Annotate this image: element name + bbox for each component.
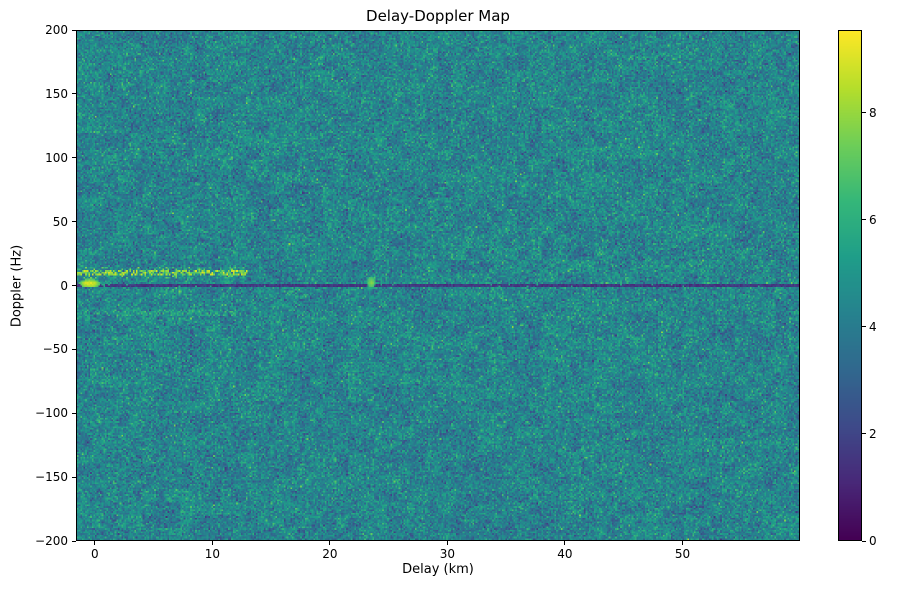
colorbar-tick-mark xyxy=(862,433,866,435)
y-tick-label: −50 xyxy=(42,342,68,357)
x-tick-label: 10 xyxy=(204,547,220,561)
y-tick-label: 0 xyxy=(60,278,68,293)
x-tick-label: 0 xyxy=(90,547,99,561)
colorbar-tick-label: 2 xyxy=(869,426,877,441)
x-tick-mark xyxy=(564,541,566,545)
x-axis-label: Delay (km) xyxy=(402,562,474,577)
x-tick-label: 30 xyxy=(439,547,456,561)
y-tick-label: 150 xyxy=(45,86,68,101)
y-tick-mark xyxy=(72,93,76,95)
heatmap-plot-area xyxy=(76,30,800,541)
y-tick-label: −100 xyxy=(35,406,68,421)
x-tick-mark xyxy=(94,541,96,545)
colorbar-tick-mark xyxy=(862,112,866,114)
colorbar-tick-label: 6 xyxy=(869,212,877,227)
y-tick-label: −200 xyxy=(35,534,68,548)
colorbar-canvas xyxy=(839,31,861,540)
y-tick-mark xyxy=(72,29,76,31)
y-tick-mark xyxy=(72,221,76,223)
y-tick-label: 100 xyxy=(45,150,68,165)
heatmap-canvas xyxy=(77,31,799,540)
y-tick-label: −150 xyxy=(35,470,68,485)
colorbar-tick-label: 4 xyxy=(869,319,877,334)
x-tick-mark xyxy=(211,541,213,545)
y-tick-label: 50 xyxy=(52,214,68,229)
colorbar-tick-label: 8 xyxy=(869,105,877,120)
colorbar-tick-mark xyxy=(862,540,866,542)
y-tick-label: 200 xyxy=(45,23,68,37)
x-tick-mark xyxy=(446,541,448,545)
colorbar-tick-mark xyxy=(862,219,866,221)
x-tick-mark xyxy=(681,541,683,545)
x-tick-label: 20 xyxy=(322,547,338,561)
y-tick-mark xyxy=(72,412,76,414)
y-tick-mark xyxy=(72,348,76,350)
colorbar-tick-mark xyxy=(862,326,866,328)
y-tick-mark xyxy=(72,157,76,159)
y-axis-label: Doppler (Hz) xyxy=(9,244,25,328)
x-tick-mark xyxy=(329,541,331,545)
y-tick-mark xyxy=(72,476,76,478)
colorbar xyxy=(838,30,862,541)
chart-title: Delay-Doppler Map xyxy=(366,7,510,25)
colorbar-tick-label: 0 xyxy=(869,534,877,548)
y-tick-mark xyxy=(72,540,76,542)
x-tick-label: 40 xyxy=(557,547,573,561)
y-tick-mark xyxy=(72,285,76,286)
x-tick-label: 50 xyxy=(674,547,691,561)
